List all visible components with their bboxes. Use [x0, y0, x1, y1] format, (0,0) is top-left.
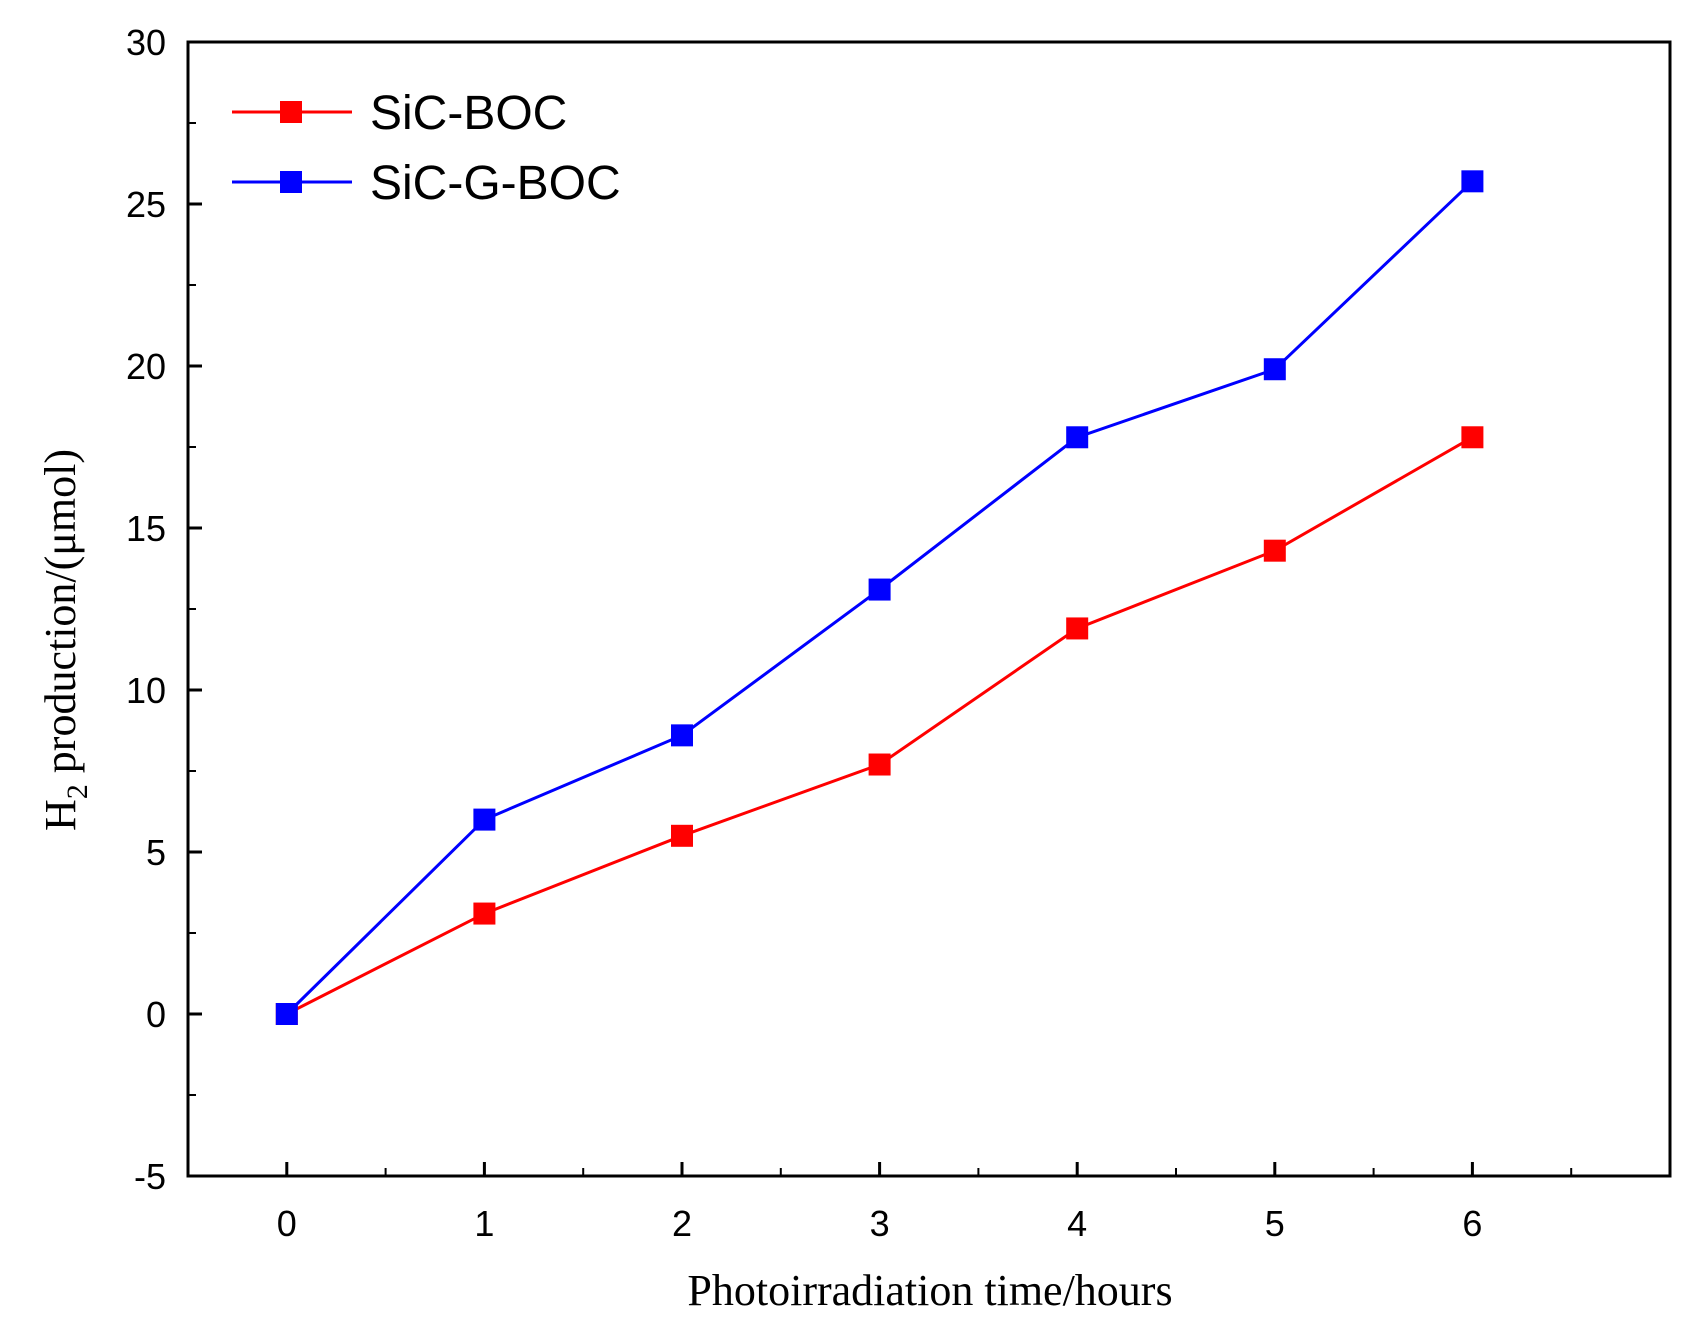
- data-point: [1066, 617, 1089, 640]
- data-point: [473, 808, 496, 831]
- legend: SiC-BOC SiC-G-BOC: [232, 87, 621, 210]
- x-axis-title: Photoirradiation time/hours: [687, 1266, 1172, 1315]
- y-axis-title-subscript: 2: [61, 784, 94, 799]
- x-tick-label: 1: [474, 1203, 494, 1244]
- y-tick-label: 30: [126, 22, 166, 63]
- data-point: [1263, 539, 1286, 562]
- y-tick-label: 20: [126, 346, 166, 387]
- axes: -5 0 5 10 15 20 25 30 0 1 2 3 4 5 6: [126, 22, 1672, 1244]
- data-point: [671, 824, 693, 847]
- x-tick-label: 6: [1462, 1203, 1482, 1244]
- x-tick-label: 2: [672, 1203, 692, 1244]
- y-axis-title: H2 production/(μmol): [36, 449, 94, 831]
- legend-marker: [280, 101, 302, 123]
- series-layer: [275, 170, 1484, 1025]
- x-tick-label: 5: [1265, 1203, 1285, 1244]
- x-tick-label: 3: [870, 1203, 890, 1244]
- legend-label: SiC-BOC: [370, 87, 567, 140]
- y-tick-label: 25: [126, 184, 166, 225]
- y-tick-label: 5: [146, 832, 166, 873]
- legend-label: SiC-G-BOC: [370, 157, 621, 210]
- x-tick-label: 4: [1067, 1203, 1087, 1244]
- y-axis-title-suffix: production/(μmol): [36, 449, 85, 784]
- data-point: [1066, 426, 1089, 449]
- data-point: [671, 724, 693, 747]
- y-axis-title-prefix: H: [36, 799, 85, 831]
- data-point: [868, 753, 891, 776]
- data-point: [473, 902, 496, 925]
- y-tick-label: 10: [126, 670, 166, 711]
- data-point: [1461, 426, 1484, 449]
- legend-marker: [280, 171, 302, 193]
- y-tick-label: -5: [134, 1156, 166, 1197]
- y-tick-label: 0: [146, 994, 166, 1035]
- data-point: [1461, 170, 1484, 193]
- y-tick-label: 15: [126, 508, 166, 549]
- data-point: [1263, 358, 1286, 381]
- x-tick-label: 0: [277, 1203, 297, 1244]
- data-point: [275, 1003, 298, 1025]
- data-point: [868, 578, 891, 601]
